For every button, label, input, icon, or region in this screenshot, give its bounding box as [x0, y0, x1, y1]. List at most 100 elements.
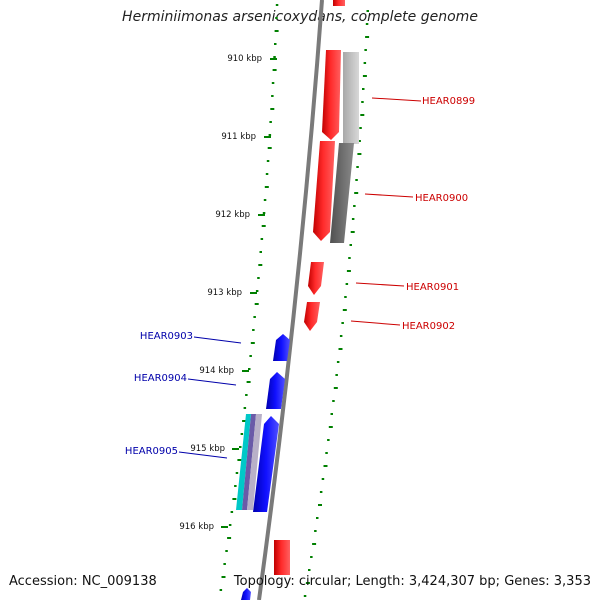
length-text: Length: 3,424,307 bp — [347, 574, 496, 589]
genes-count-text: Genes: 3,353 — [496, 574, 591, 589]
gc-dot — [365, 23, 369, 25]
gc-dot — [255, 290, 259, 292]
gc-dot — [344, 296, 347, 298]
accession-text: Accession: NC_009138 — [9, 574, 157, 589]
gc-dot — [245, 394, 248, 396]
gc-dot — [260, 238, 264, 240]
gene-arrow — [333, 0, 345, 6]
gene-label: HEAR0905 — [125, 446, 178, 457]
gc-dot — [228, 524, 232, 526]
gc-dot — [258, 264, 263, 266]
gc-dot — [362, 88, 365, 90]
gc-dot — [234, 485, 237, 487]
gc-dot — [314, 530, 317, 532]
gc-dot — [227, 537, 232, 539]
scale-label: 910 kbp — [227, 54, 262, 64]
gene-arrow — [304, 302, 320, 331]
gc-dot — [332, 400, 335, 402]
gc-dot — [308, 569, 311, 571]
gc-dot — [246, 381, 251, 383]
gc-dot — [225, 550, 228, 552]
gc-dot — [356, 166, 359, 168]
gene-label: HEAR0899 — [422, 96, 475, 107]
gc-dot — [232, 498, 237, 500]
gc-dot — [336, 361, 340, 363]
gc-dot — [270, 108, 275, 110]
forward-strand-features — [274, 0, 359, 575]
gene-label: HEAR0904 — [134, 373, 187, 384]
gc-dot — [303, 595, 307, 597]
topology-text: Topology: circular — [233, 574, 347, 589]
gc-dot — [259, 251, 262, 253]
gc-dot — [355, 179, 358, 181]
gene-arrow — [308, 262, 324, 295]
gene-label: HEAR0900 — [415, 193, 468, 204]
gc-dot — [261, 225, 266, 227]
gc-dot — [274, 30, 279, 32]
gene-label: HEAR0903 — [140, 331, 193, 342]
map-title: Herminiimonas arsenicoxydans, complete g… — [122, 9, 478, 25]
gc-dot — [273, 56, 276, 58]
gc-dot — [359, 127, 362, 129]
gc-dot — [262, 212, 266, 214]
gc-dot — [249, 355, 252, 357]
gc-dot — [242, 420, 247, 422]
gc-dots-outer — [303, 10, 370, 597]
gc-dot — [362, 75, 367, 77]
gc-dot — [357, 153, 362, 155]
gc-dot — [350, 231, 355, 233]
gc-dot — [312, 543, 317, 545]
forward-gene-labels: HEAR0899 HEAR0900 HEAR0901 HEAR0902 — [350, 96, 475, 332]
scale-label: 915 kbp — [190, 444, 225, 454]
gene-arrow — [273, 334, 290, 361]
gc-dot — [345, 283, 349, 285]
scale-label: 914 kbp — [199, 366, 234, 376]
gc-dot — [268, 134, 272, 136]
gc-dot — [342, 309, 347, 311]
genome-backbone — [257, 0, 324, 600]
gc-dot — [365, 36, 370, 38]
gc-dot — [223, 563, 226, 565]
gc-dot — [333, 387, 338, 389]
gc-dot — [348, 257, 351, 259]
gc-dot — [269, 121, 272, 123]
gc-dot — [338, 348, 343, 350]
gc-dot — [330, 413, 333, 415]
gc-dot — [353, 205, 356, 207]
gc-dot — [318, 504, 322, 506]
gc-dot — [346, 270, 351, 272]
gc-dot — [254, 303, 259, 305]
genome-stats: Topology: circularLength: 3,424,307 bpGe… — [234, 574, 591, 589]
scale-ruler: 910 kbp 911 kbp 912 kbp 913 kbp 914 kbp … — [179, 54, 262, 532]
gene-arrow — [274, 540, 290, 575]
gene-arrow — [322, 50, 341, 140]
gc-dot — [310, 556, 313, 558]
gc-dot — [358, 140, 361, 142]
gc-dot — [271, 95, 274, 97]
gc-dot — [335, 374, 338, 376]
gene-arrow — [241, 588, 251, 600]
scale-label: 913 kbp — [207, 288, 242, 298]
gc-dot — [325, 452, 328, 454]
gene-arrow — [266, 372, 285, 409]
gc-dot — [235, 472, 239, 474]
gc-dot — [316, 517, 319, 519]
gc-dot — [364, 49, 367, 51]
gc-dot — [240, 433, 244, 435]
gene-label: HEAR0901 — [406, 282, 459, 293]
gc-dots-inner — [219, 4, 279, 591]
gc-dot — [250, 342, 255, 344]
gray-feature — [343, 52, 359, 144]
gc-dot — [237, 459, 242, 461]
gene-label: HEAR0902 — [402, 321, 455, 332]
scale-label: 911 kbp — [221, 132, 256, 142]
gc-dot — [230, 511, 234, 513]
gc-dot — [349, 244, 352, 246]
gc-dot — [327, 439, 330, 441]
gc-dot — [272, 69, 277, 71]
gc-dot — [264, 186, 269, 188]
gc-dot — [360, 114, 365, 116]
gene-arrow — [253, 416, 279, 512]
gc-dot — [339, 335, 343, 337]
